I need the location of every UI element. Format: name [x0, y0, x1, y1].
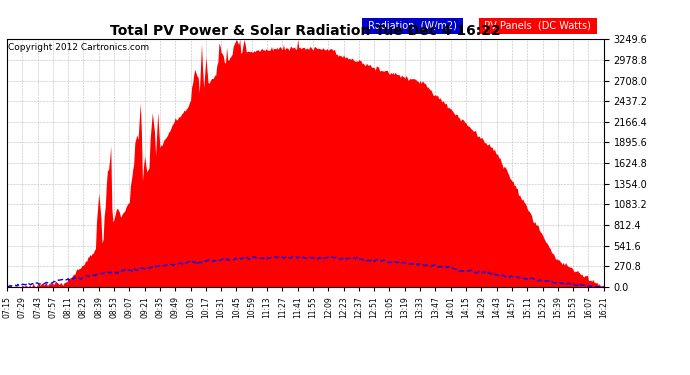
Text: Copyright 2012 Cartronics.com: Copyright 2012 Cartronics.com [8, 43, 150, 52]
Text: Radiation  (W/m2): Radiation (W/m2) [365, 21, 460, 31]
Title: Total PV Power & Solar Radiation Tue Dec 4 16:22: Total PV Power & Solar Radiation Tue Dec… [110, 24, 501, 38]
Text: PV Panels  (DC Watts): PV Panels (DC Watts) [482, 21, 594, 31]
